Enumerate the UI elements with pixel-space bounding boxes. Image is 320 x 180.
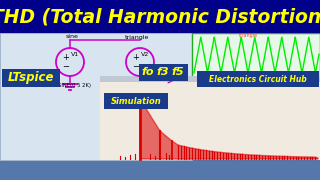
Text: f3: f3 [157,67,169,77]
Text: V2: V2 [141,51,149,57]
Text: −: − [132,62,140,71]
Text: triangle: triangle [125,35,149,39]
FancyBboxPatch shape [2,69,60,87]
Text: Electronics Circuit Hub: Electronics Circuit Hub [209,75,307,84]
FancyBboxPatch shape [0,33,192,160]
Text: SINE(0 5 2K): SINE(0 5 2K) [59,84,92,89]
Text: triangle: triangle [238,33,258,37]
FancyBboxPatch shape [139,64,157,80]
Text: V1: V1 [71,51,79,57]
FancyBboxPatch shape [100,76,320,82]
FancyBboxPatch shape [169,64,188,80]
Text: +: + [63,53,69,62]
FancyBboxPatch shape [100,78,320,160]
FancyBboxPatch shape [104,93,168,109]
FancyBboxPatch shape [192,33,320,77]
Text: Simulation: Simulation [111,96,161,105]
Polygon shape [140,99,318,159]
FancyBboxPatch shape [0,0,320,33]
Text: fo: fo [142,67,154,77]
Text: sine: sine [66,35,78,39]
FancyBboxPatch shape [197,71,319,87]
FancyBboxPatch shape [154,64,172,80]
Text: +: + [132,53,140,62]
Text: −: − [62,62,69,71]
Text: THD (Total Harmonic Distortion): THD (Total Harmonic Distortion) [0,8,320,26]
Text: f5: f5 [172,67,184,77]
Text: LTspice: LTspice [8,71,54,84]
